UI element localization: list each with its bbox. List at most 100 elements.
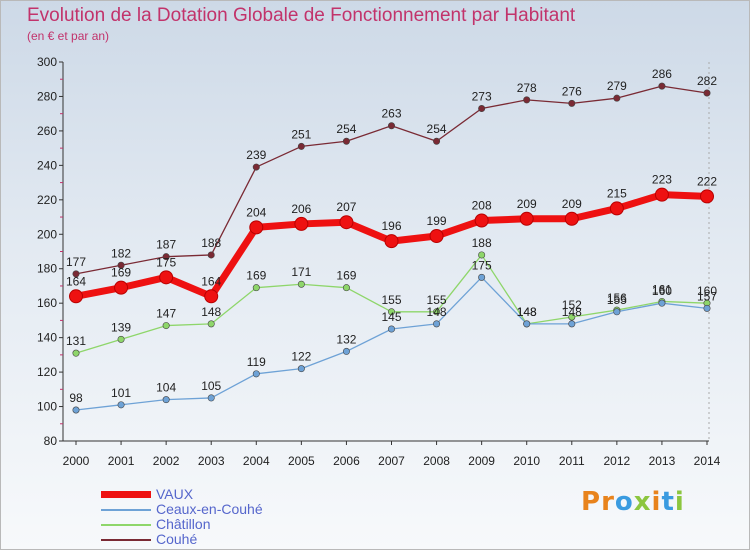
x-tick-label: 2000 — [63, 454, 90, 468]
data-point — [249, 220, 264, 235]
data-label: 169 — [246, 269, 266, 283]
y-tick-label: 120 — [37, 365, 57, 379]
data-point — [252, 284, 260, 292]
x-tick-label: 2006 — [333, 454, 360, 468]
data-point — [69, 289, 83, 304]
y-tick-label: 160 — [37, 296, 57, 310]
data-label: 157 — [697, 289, 717, 303]
data-point — [72, 270, 80, 278]
data-point — [297, 280, 305, 288]
data-label: 139 — [111, 320, 131, 334]
data-label: 148 — [427, 305, 447, 319]
data-label: 254 — [427, 122, 447, 136]
data-point — [162, 322, 170, 330]
data-point — [523, 320, 531, 328]
data-point — [519, 211, 534, 226]
data-point — [658, 82, 666, 90]
logo-letter: P — [581, 487, 602, 517]
logo-letter: r — [601, 487, 615, 517]
x-tick-label: 2007 — [378, 454, 405, 468]
legend-swatch — [101, 539, 151, 541]
data-label: 160 — [697, 284, 717, 298]
data-point — [703, 304, 711, 312]
data-point — [117, 401, 125, 409]
data-label: 131 — [66, 334, 86, 348]
data-label: 207 — [336, 200, 356, 214]
legend-label: Ceaux-en-Couhé — [156, 501, 263, 517]
y-tick-label: 240 — [37, 158, 57, 172]
data-point — [433, 320, 441, 328]
data-point — [703, 89, 711, 97]
data-label: 278 — [517, 81, 537, 95]
y-tick-label: 300 — [37, 55, 57, 69]
logo-letter: o — [614, 487, 634, 517]
data-label: 132 — [336, 332, 356, 346]
logo-letter: x — [633, 487, 652, 517]
x-tick-label: 2009 — [468, 454, 495, 468]
data-point — [297, 365, 305, 373]
data-label: 105 — [201, 379, 221, 393]
data-label: 276 — [562, 84, 582, 98]
legend-label: Couhé — [156, 531, 198, 547]
data-point — [204, 289, 219, 304]
data-label: 204 — [246, 205, 266, 219]
data-label: 160 — [652, 284, 672, 298]
data-point — [613, 308, 621, 316]
y-tick-label: 200 — [37, 227, 57, 241]
data-label: 196 — [381, 219, 401, 233]
data-point — [72, 349, 80, 357]
data-label: 251 — [291, 127, 311, 141]
data-label: 209 — [517, 197, 537, 211]
data-point — [429, 228, 444, 243]
data-label: 155 — [607, 293, 627, 307]
data-label: 206 — [291, 202, 311, 216]
data-label: 98 — [69, 391, 83, 405]
data-point — [568, 313, 576, 321]
legend-swatch — [101, 491, 151, 498]
data-point — [387, 308, 395, 316]
proxiti-logo: Proxiti — [581, 487, 685, 517]
x-tick-label: 2002 — [153, 454, 180, 468]
data-point — [342, 137, 350, 145]
data-point — [159, 270, 174, 285]
legend-swatch — [101, 524, 151, 526]
logo-letter: i — [651, 487, 662, 517]
data-label: 145 — [381, 310, 401, 324]
data-label: 177 — [66, 255, 86, 269]
data-point — [609, 201, 624, 216]
data-label: 164 — [66, 274, 86, 288]
data-point — [207, 251, 215, 259]
data-label: 209 — [562, 197, 582, 211]
data-label: 171 — [291, 265, 311, 279]
y-tick-label: 180 — [37, 262, 57, 276]
data-point — [433, 137, 441, 145]
data-point — [700, 189, 714, 204]
y-tick-label: 80 — [44, 434, 58, 448]
data-point — [339, 215, 354, 230]
data-point — [478, 105, 486, 113]
chart-subtitle: (en € et par an) — [27, 29, 110, 43]
data-label: 148 — [562, 305, 582, 319]
y-tick-label: 140 — [37, 331, 57, 345]
data-label: 273 — [472, 90, 492, 104]
data-point — [117, 261, 125, 269]
data-label: 148 — [517, 305, 537, 319]
data-point — [523, 96, 531, 104]
data-label: 119 — [247, 355, 266, 369]
data-label: 199 — [427, 214, 447, 228]
data-label: 188 — [201, 236, 221, 250]
data-label: 169 — [111, 266, 131, 280]
data-label: 101 — [111, 386, 131, 400]
data-point — [342, 347, 350, 355]
data-point — [252, 370, 260, 378]
x-tick-label: 2005 — [288, 454, 315, 468]
data-label: 263 — [381, 107, 401, 121]
data-point — [433, 308, 441, 316]
data-point — [162, 396, 170, 404]
x-tick-label: 2010 — [513, 454, 540, 468]
data-point — [564, 211, 579, 226]
logo-letter: t — [661, 487, 675, 517]
logo-letter: i — [674, 487, 685, 517]
data-label: 182 — [111, 246, 131, 260]
